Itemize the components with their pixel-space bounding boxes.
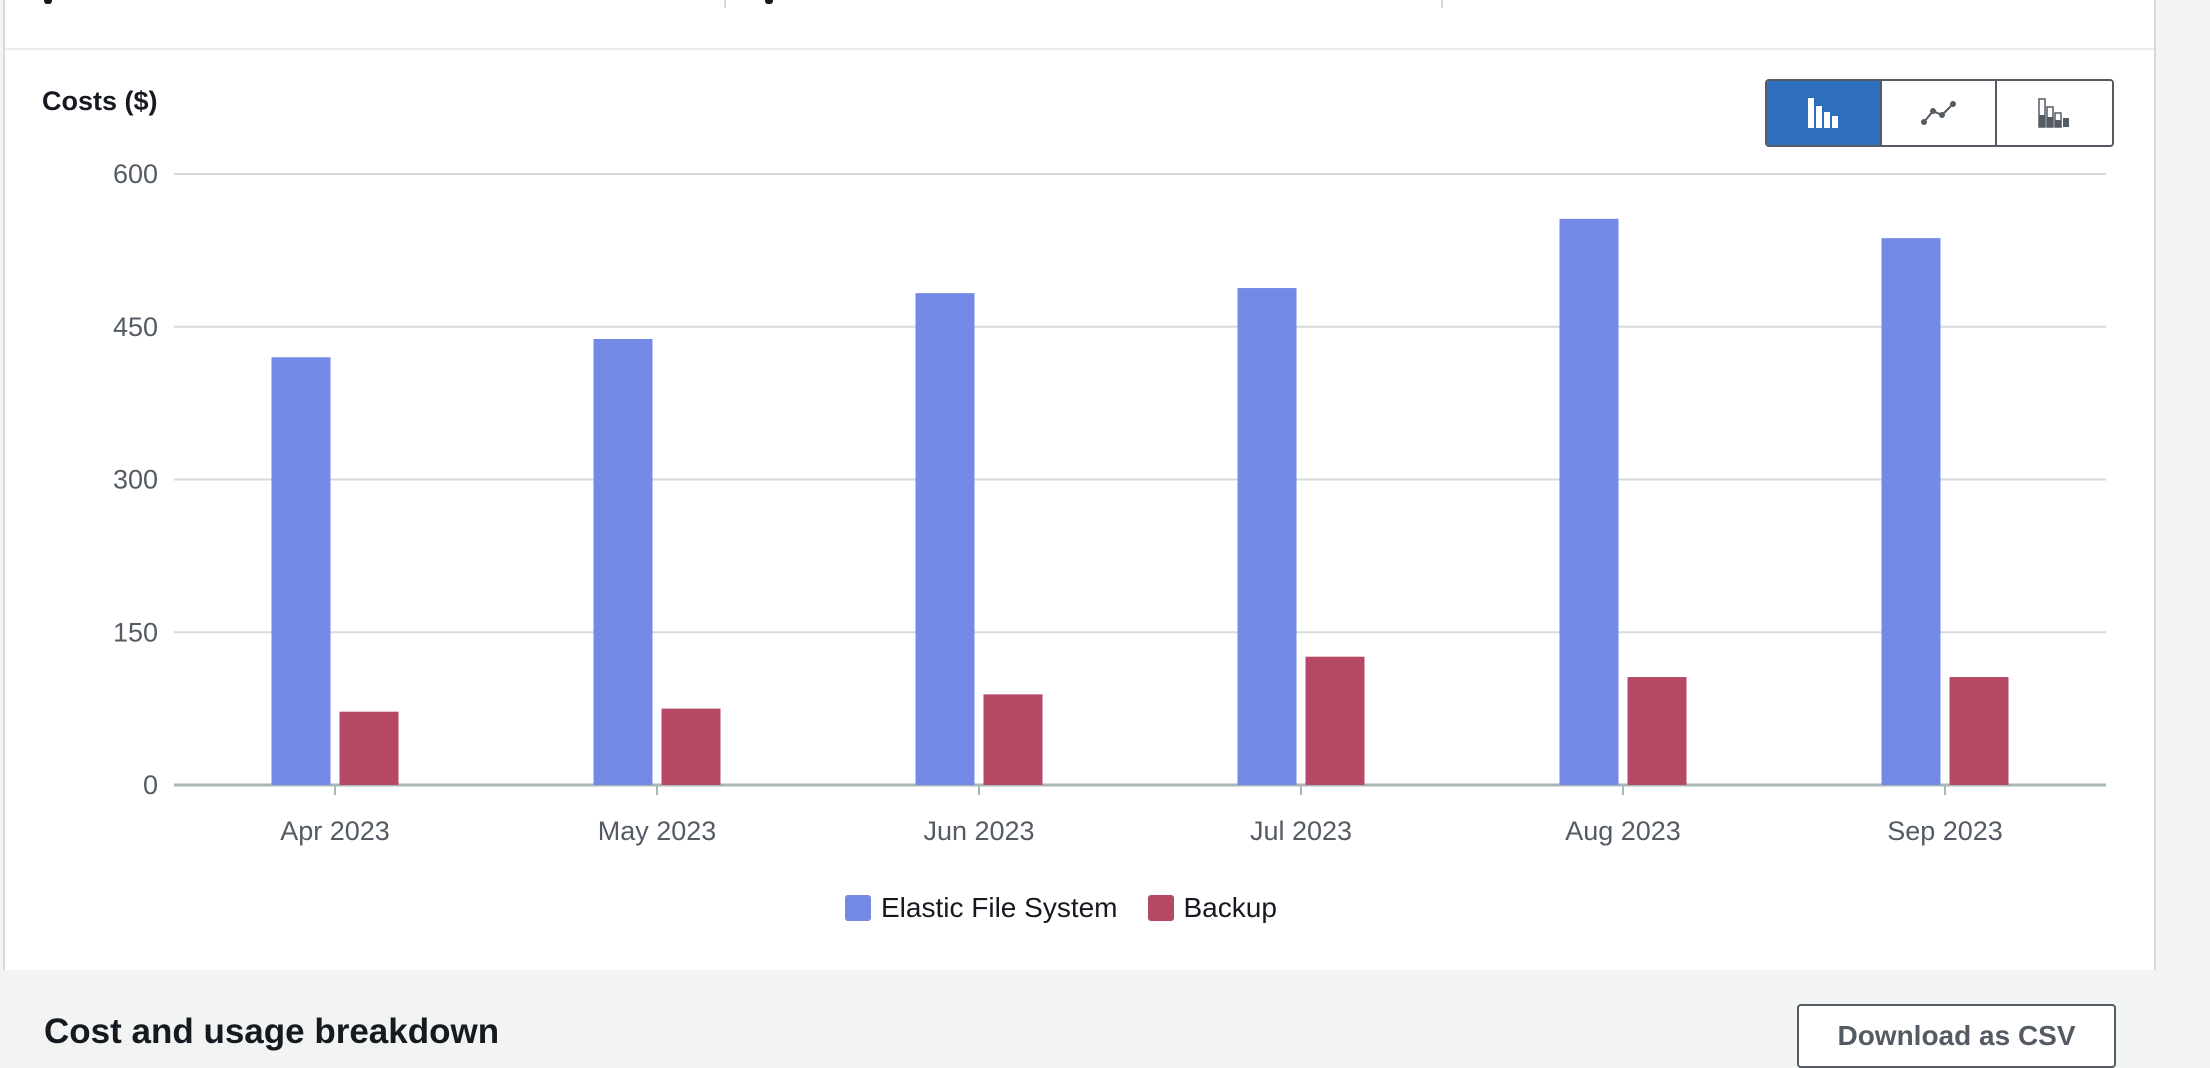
chart-legend: Elastic File System Backup — [845, 892, 1307, 924]
bar — [1627, 677, 1687, 785]
x-tick-label: Sep 2023 — [1887, 816, 2003, 846]
line-chart-icon — [1920, 101, 1956, 125]
stacked-bar-chart-toggle-button[interactable] — [1997, 81, 2112, 145]
chart-type-toggle — [1765, 79, 2114, 147]
bar — [1881, 238, 1941, 785]
bar — [593, 338, 653, 785]
y-tick-label: 0 — [143, 770, 158, 800]
bar-chart-icon — [1807, 98, 1838, 128]
legend-label: Backup — [1183, 892, 1277, 923]
bar — [1237, 288, 1297, 785]
bar — [1305, 656, 1365, 785]
line-chart-toggle-button[interactable] — [1882, 81, 1997, 145]
y-tick-label: 300 — [113, 465, 158, 495]
y-tick-label: 450 — [113, 312, 158, 342]
bar — [1559, 218, 1619, 786]
summary-marker — [765, 0, 773, 4]
breakdown-section-title: Cost and usage breakdown — [44, 1012, 500, 1051]
y-tick-label: 600 — [113, 159, 158, 189]
x-tick-label: May 2023 — [598, 816, 717, 846]
bar — [339, 711, 399, 785]
x-tick-label: Jul 2023 — [1250, 816, 1352, 846]
summary-divider — [724, 0, 726, 8]
bar — [661, 708, 721, 785]
summary-marker — [44, 0, 52, 4]
x-tick-label: Apr 2023 — [280, 816, 390, 846]
bar — [271, 357, 331, 785]
bar — [983, 694, 1043, 785]
stacked-bar-chart-icon — [2037, 98, 2069, 128]
bar — [1949, 677, 2009, 785]
summary-divider — [1441, 0, 1443, 8]
cost-bar-chart: 0 150 300 450 600 Apr 2023 May 2023 Jun 2023 Jul… — [113, 159, 2106, 846]
x-tick-label: Aug 2023 — [1565, 816, 1681, 846]
bar-chart-toggle-button[interactable] — [1767, 81, 1882, 145]
download-csv-button[interactable]: Download as CSV — [1797, 1004, 2116, 1068]
x-tick-label: Jun 2023 — [923, 816, 1034, 846]
y-tick-label: 150 — [113, 617, 158, 647]
legend-swatch — [845, 895, 871, 921]
summary-strip — [5, 0, 2154, 50]
legend-item-backup[interactable]: Backup — [1147, 892, 1277, 924]
bar — [915, 293, 975, 785]
legend-swatch — [1147, 895, 1174, 921]
chart-title: Costs ($) — [42, 86, 158, 116]
legend-label: Elastic File System — [881, 892, 1118, 923]
legend-item-elastic-file-system[interactable]: Elastic File System — [845, 892, 1118, 924]
cost-chart-panel — [3, 0, 2156, 970]
